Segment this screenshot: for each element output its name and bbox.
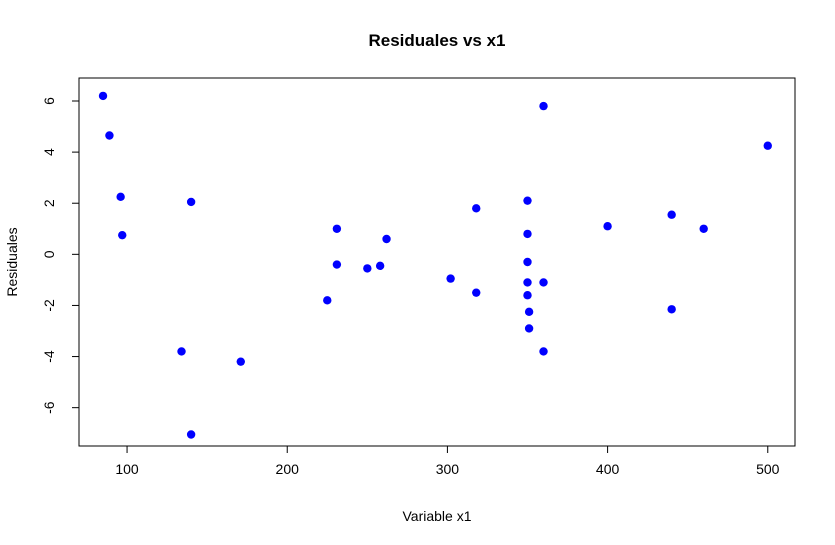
y-tick-label: -4	[41, 350, 57, 363]
x-axis: 100 200 300 400 500	[115, 445, 780, 477]
y-axis: -6 -4 -2 0 2 4 6	[41, 97, 80, 414]
data-point	[472, 204, 481, 213]
y-axis-label: Residuales	[4, 227, 20, 296]
plot-frame	[78, 77, 796, 447]
data-point	[523, 257, 532, 267]
data-point	[332, 260, 342, 269]
data-point	[323, 296, 332, 305]
data-point	[363, 264, 372, 273]
y-tick-label: -2	[41, 299, 57, 312]
data-point	[236, 357, 245, 366]
data-point	[524, 307, 534, 317]
data-point	[375, 261, 385, 271]
y-tick-label: 4	[41, 148, 57, 156]
data-point	[472, 288, 481, 297]
data-point	[524, 324, 534, 333]
y-tick-label: 6	[41, 97, 57, 105]
data-point	[177, 347, 186, 356]
data-point	[523, 196, 532, 205]
data-point	[382, 234, 391, 244]
y-tick-label: -6	[41, 401, 57, 414]
data-point	[699, 224, 708, 233]
x-tick-label: 400	[596, 461, 620, 477]
x-tick-label: 500	[756, 461, 780, 477]
data-point	[523, 278, 532, 287]
x-tick-label: 300	[436, 461, 460, 477]
data-points	[98, 91, 772, 439]
data-point	[186, 430, 196, 439]
data-point	[116, 192, 125, 202]
data-point	[667, 210, 676, 219]
data-point	[105, 131, 114, 140]
data-point	[332, 224, 342, 233]
x-tick-label: 100	[115, 461, 139, 477]
data-point	[539, 101, 548, 111]
data-point	[539, 347, 548, 356]
data-point	[118, 230, 127, 240]
data-point	[523, 229, 532, 239]
data-point	[98, 91, 108, 101]
data-point	[446, 274, 455, 283]
data-point	[763, 141, 772, 150]
x-tick-label: 200	[276, 461, 300, 477]
data-point	[603, 222, 612, 231]
chart-title: Residuales vs x1	[368, 31, 505, 50]
x-axis-label: Variable x1	[402, 508, 471, 524]
data-point	[523, 291, 532, 300]
y-tick-label: 2	[41, 199, 57, 207]
data-point	[539, 278, 548, 287]
data-point	[667, 305, 676, 314]
data-point	[186, 197, 196, 207]
y-tick-label: 0	[41, 250, 57, 258]
